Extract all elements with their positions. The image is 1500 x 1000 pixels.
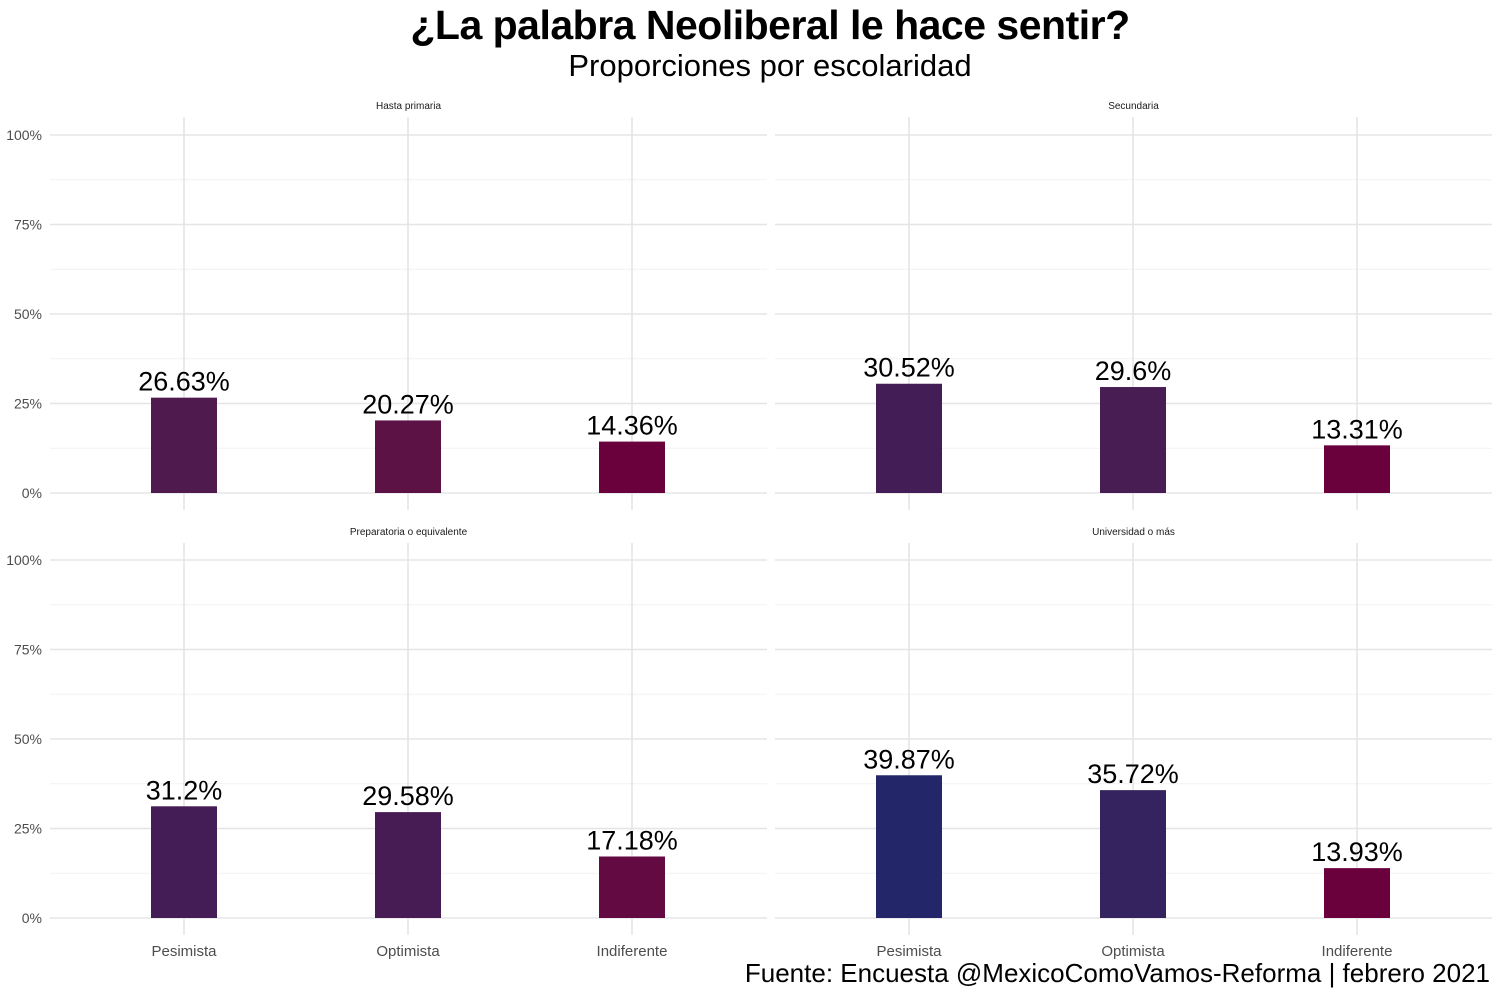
y-tick-label: 25%: [14, 396, 42, 412]
bar: [1324, 445, 1390, 493]
facet-strip-label: Hasta primaria: [376, 101, 441, 112]
y-tick-label: 0%: [22, 485, 42, 501]
facet-strip-label: Preparatoria o equivalente: [350, 527, 468, 538]
x-tick-label: Indiferente: [597, 943, 668, 960]
bar: [1100, 387, 1166, 493]
bar: [375, 420, 441, 493]
bar: [1324, 868, 1390, 918]
data-label: 13.93%: [1311, 837, 1403, 867]
data-label: 14.36%: [586, 411, 678, 441]
y-tick-label: 75%: [14, 217, 42, 233]
y-tick-label: 100%: [6, 127, 42, 143]
data-label: 31.2%: [146, 775, 223, 805]
bar: [599, 441, 665, 493]
data-label: 26.63%: [138, 367, 230, 397]
bar: [876, 383, 942, 493]
x-tick-label: Pesimista: [151, 943, 217, 960]
bar: [151, 806, 217, 918]
data-label: 39.87%: [863, 744, 955, 774]
data-label: 17.18%: [586, 825, 678, 855]
facet-strip-label: Secundaria: [1108, 101, 1159, 112]
bar: [375, 812, 441, 918]
data-label: 30.52%: [863, 353, 955, 383]
data-label: 13.31%: [1311, 414, 1403, 444]
chart-subtitle: Proporciones por escolaridad: [568, 48, 972, 83]
data-label: 29.6%: [1095, 356, 1172, 386]
y-tick-label: 25%: [14, 821, 42, 837]
y-tick-label: 75%: [14, 642, 42, 658]
x-tick-label: Optimista: [1101, 943, 1165, 960]
data-label: 20.27%: [362, 389, 454, 419]
x-tick-label: Pesimista: [876, 943, 942, 960]
bar: [1100, 790, 1166, 918]
y-tick-label: 50%: [14, 731, 42, 747]
y-tick-label: 100%: [6, 552, 42, 568]
bar: [599, 856, 665, 918]
data-label: 29.58%: [362, 781, 454, 811]
x-tick-label: Indiferente: [1322, 943, 1393, 960]
x-tick-label: Optimista: [376, 943, 440, 960]
bar: [876, 775, 942, 918]
y-tick-label: 50%: [14, 306, 42, 322]
bar: [151, 397, 217, 493]
y-tick-label: 0%: [22, 910, 42, 926]
facet-strip-label: Universidad o más: [1092, 527, 1175, 538]
source-caption: Fuente: Encuesta @MexicoComoVamos-Reform…: [744, 958, 1490, 988]
chart-title: ¿La palabra Neoliberal le hace sentir?: [410, 2, 1130, 48]
data-label: 35.72%: [1087, 759, 1179, 789]
